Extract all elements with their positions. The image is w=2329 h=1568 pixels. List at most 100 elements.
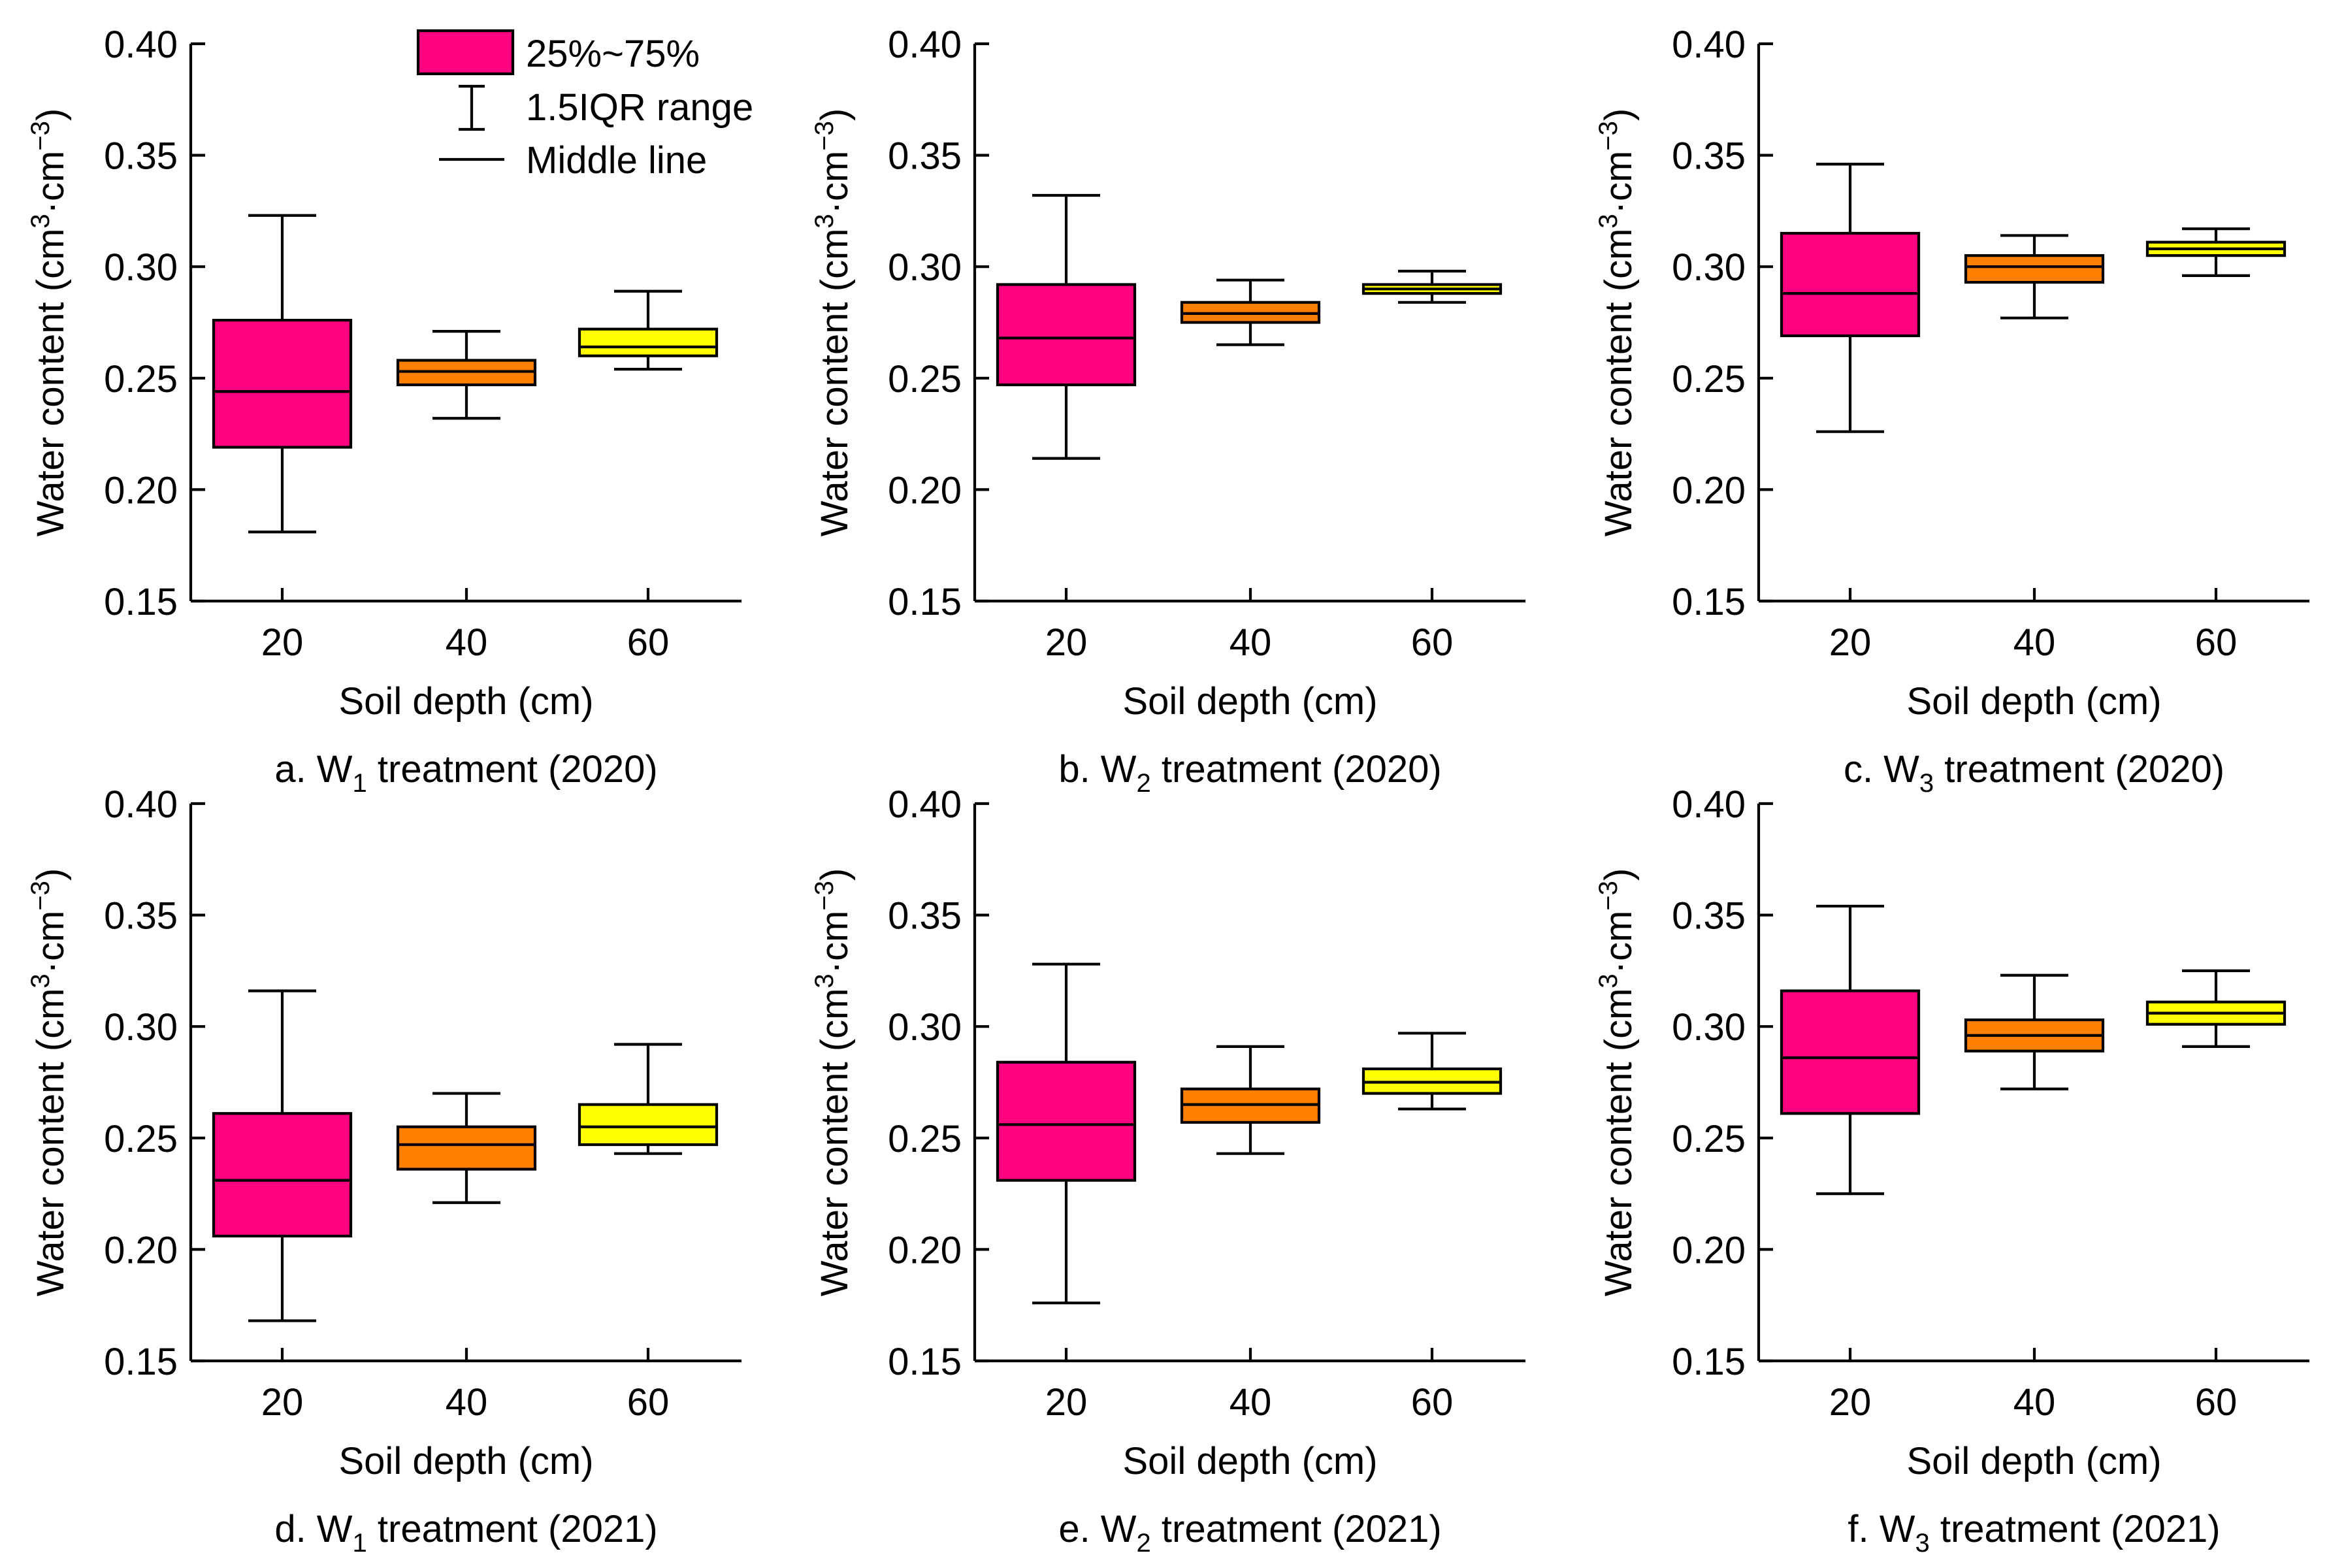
caption-suffix: treatment (2020) [1151,748,1442,791]
box-40cm [1964,234,2105,319]
legend: 25%~75% 1.5IQR range Middle line [416,29,753,182]
caption-subscript: 1 [353,1529,367,1558]
box-20cm [212,989,353,1322]
caption-suffix: treatment (2021) [1151,1508,1442,1550]
legend-box-label: 25%~75% [526,33,700,75]
y-tick-label: 0.25 [1672,1118,1746,1160]
y-axis-title: Water content (cm3·cm−3) [810,868,856,1296]
x-tick-label: 40 [2013,621,2056,664]
x-tick-label: 40 [446,621,488,664]
x-axis-title: Soil depth (cm) [338,1440,593,1482]
caption-suffix: treatment (2021) [1930,1508,2221,1550]
box-20cm [1780,163,1921,433]
box-20cm [1780,904,1921,1196]
y-tick-label: 0.35 [1672,895,1746,938]
panel-f: 0.15 0.20 0.25 0.30 0.35 0.40 20 40 60 Soil depth… [1594,783,2309,1558]
y-tick-label: 0.30 [888,246,962,289]
y-tick-label: 0.30 [104,1006,178,1049]
box-40cm [1180,1045,1321,1155]
box-60cm [578,289,719,371]
y-title-sup: −3 [26,121,55,151]
x-tick-label: 20 [261,1381,304,1424]
box-60cm [2145,227,2287,277]
y-axis-title: Water content (cm3·cm−3) [26,868,72,1296]
y-tick-label: 0.35 [1672,135,1746,178]
y-title-main: Water content (cm [1597,988,1640,1297]
y-title-end: ) [813,868,856,881]
y-title-sup: −3 [1594,121,1623,151]
y-tick-label: 0.15 [104,581,178,623]
y-title-sup: 3 [26,214,55,228]
panel-caption: d. W1 treatment (2021) [274,1508,657,1558]
y-tick-label: 0.20 [1672,1229,1746,1271]
panel-d: 0.15 0.20 0.25 0.30 0.35 0.40 20 40 60 Soil depth… [26,783,741,1558]
x-tick-label: 20 [261,621,304,664]
box-20cm [996,193,1137,460]
y-title-mid: ·cm [813,911,856,974]
panel-caption: e. W2 treatment (2021) [1058,1508,1441,1558]
caption-prefix: b. W [1058,748,1136,791]
caption-prefix: e. W [1058,1508,1136,1550]
y-title-main: Water content (cm [29,988,72,1297]
x-tick-label: 20 [1829,1381,1872,1424]
x-tick-label: 40 [446,1381,488,1424]
x-tick-label: 40 [2013,1381,2056,1424]
y-axis-title: Water content (cm3·cm−3) [26,108,72,536]
iqr-box [396,1125,537,1171]
x-axis-title: Soil depth (cm) [1906,680,2161,723]
y-tick-label: 0.35 [104,135,178,178]
iqr-box [1780,231,1921,338]
legend-median-label: Middle line [526,139,707,182]
y-tick-label: 0.30 [1672,246,1746,289]
caption-suffix: treatment (2021) [367,1508,658,1550]
caption-subscript: 3 [1919,769,1934,798]
y-tick-label: 0.20 [104,469,178,512]
panel-c: 0.15 0.20 0.25 0.30 0.35 0.40 20 40 60 Soil depth… [1594,24,2309,798]
y-tick-label: 0.15 [1672,1341,1746,1383]
caption-subscript: 2 [1137,1529,1151,1558]
iqr-box [996,1060,1137,1182]
y-title-sup: −3 [26,881,55,911]
panel-caption: c. W3 treatment (2020) [1844,748,2224,798]
iqr-box [212,318,353,449]
y-title-main: Water content (cm [1597,229,1640,537]
y-title-main: Water content (cm [813,988,856,1297]
y-tick-label: 0.30 [1672,1006,1746,1049]
x-tick-label: 40 [1230,621,1272,664]
caption-subscript: 3 [1915,1529,1929,1558]
y-tick-label: 0.30 [888,1006,962,1049]
y-title-mid: ·cm [1597,151,1640,214]
y-tick-label: 0.15 [1672,581,1746,623]
x-tick-label: 40 [1230,1381,1272,1424]
iqr-box [212,1112,353,1238]
box-20cm [212,214,353,534]
caption-subscript: 1 [353,769,367,798]
y-tick-label: 0.20 [888,469,962,512]
caption-suffix: treatment (2020) [367,748,658,791]
y-tick-label: 0.35 [888,135,962,178]
y-title-sup: 3 [1594,973,1623,988]
panel-b: 0.15 0.20 0.25 0.30 0.35 0.40 20 40 60 Soil depth… [810,24,1525,798]
x-tick-label: 60 [1411,621,1454,664]
y-tick-label: 0.25 [104,1118,178,1160]
panel-caption: a. W1 treatment (2020) [274,748,657,798]
y-axis-title: Water content (cm3·cm−3) [1594,868,1640,1296]
y-axis-title: Water content (cm3·cm−3) [1594,108,1640,536]
y-tick-label: 0.30 [104,246,178,289]
y-tick-label: 0.40 [104,24,178,66]
box-60cm [578,1043,719,1155]
y-tick-label: 0.20 [104,1229,178,1271]
y-tick-label: 0.15 [104,1341,178,1383]
y-tick-label: 0.25 [1672,358,1746,400]
caption-subscript: 2 [1137,769,1151,798]
iqr-box [1780,989,1921,1115]
y-title-mid: ·cm [29,151,72,214]
y-title-main: Water content (cm [813,229,856,537]
x-tick-label: 60 [627,621,670,664]
iqr-box [1964,254,2105,284]
box-20cm [996,962,1137,1305]
y-tick-label: 0.35 [888,895,962,938]
box-60cm [2145,969,2287,1049]
y-title-mid: ·cm [813,151,856,214]
